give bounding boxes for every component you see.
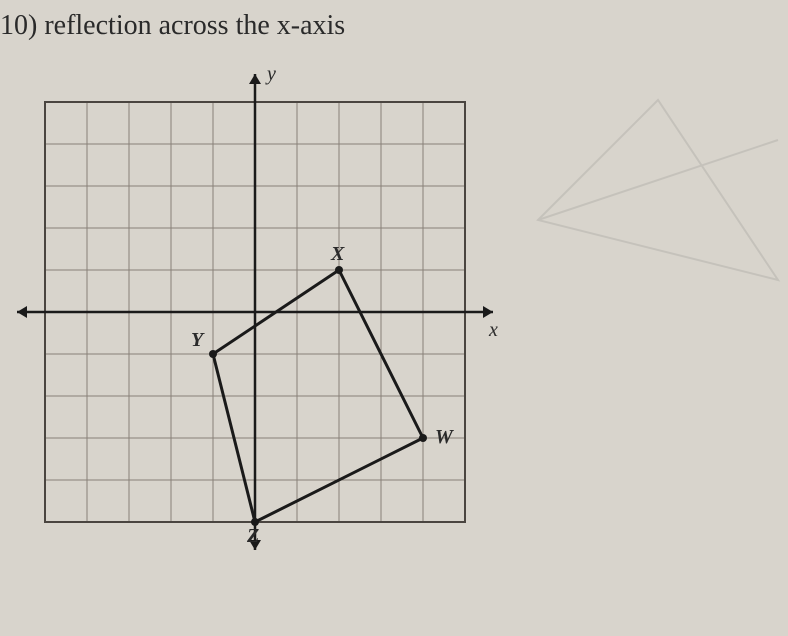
svg-text:x: x <box>488 319 498 341</box>
svg-text:Y: Y <box>191 329 205 351</box>
problem-number: 10) <box>0 10 37 41</box>
svg-text:Z: Z <box>246 525 259 547</box>
svg-text:W: W <box>435 426 454 448</box>
svg-text:X: X <box>330 243 345 265</box>
problem-description: reflection across the x-axis <box>44 10 345 41</box>
svg-text:y: y <box>265 63 276 85</box>
coordinate-graph: yxXWZY <box>40 70 520 590</box>
faint-background-figure <box>528 80 788 360</box>
problem-text: 10) reflection across the x-axis <box>0 10 345 42</box>
